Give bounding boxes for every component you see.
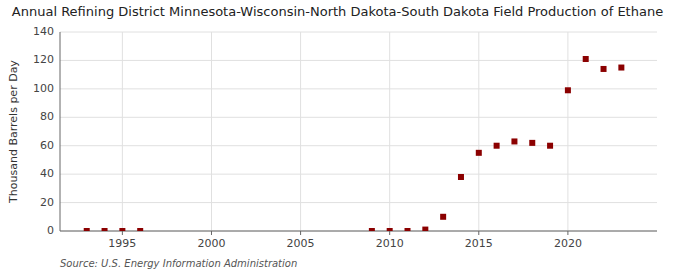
y-axis-label: Thousand Barrels per Day [7,60,20,204]
y-tick-label: 20 [40,196,54,209]
point [547,143,553,149]
x-axis-line [60,231,657,232]
x-tick [122,231,123,235]
y-tick-label: 100 [33,82,54,95]
x-tick-label: 2005 [287,237,315,250]
point [422,227,428,231]
y-tick-label: 80 [40,110,54,123]
grid-line [122,32,123,231]
grid-line [478,32,479,231]
x-tick [567,231,568,235]
y-tick-label: 60 [40,139,54,152]
point [387,228,393,231]
point [565,87,571,93]
point [458,174,464,180]
x-tick-label: 1995 [108,237,136,250]
y-tick-label: 120 [33,53,54,66]
x-tick [300,231,301,235]
x-tick [389,231,390,235]
point [583,56,589,62]
point [476,150,482,156]
point [369,228,375,231]
point [511,138,517,144]
grid-line [211,32,212,231]
title: Annual Refining District Minnesota-Wisco… [12,4,663,19]
point [84,228,90,231]
grid-line [60,231,657,232]
grid-line [567,32,568,231]
x-tick [211,231,212,235]
point [119,228,125,231]
x-tick-label: 2000 [197,237,225,250]
point [601,66,607,72]
grid-line [389,32,390,231]
y-tick-label: 0 [47,224,54,237]
y-tick-label: 40 [40,167,54,180]
point [618,65,624,71]
point [102,228,108,231]
annotation: Source: U.S. Energy Information Administ… [60,258,297,269]
x-tick-label: 2020 [554,237,582,250]
point [494,143,500,149]
x-tick-label: 2010 [376,237,404,250]
point [529,140,535,146]
point [137,228,143,231]
axes: 0 20 40 60 80 100 120 140 1995 2000 2005 2010 2015 20… [33,25,657,250]
y-axis-line [60,32,61,231]
x-tick [478,231,479,235]
point [440,214,446,220]
chart: Annual Refining District Minnesota-Wisco… [0,0,675,275]
points [84,56,625,231]
point [405,228,411,231]
grid-line [300,32,301,231]
grid [60,32,657,231]
x-tick-label: 2015 [465,237,493,250]
y-tick-label: 140 [33,25,54,38]
